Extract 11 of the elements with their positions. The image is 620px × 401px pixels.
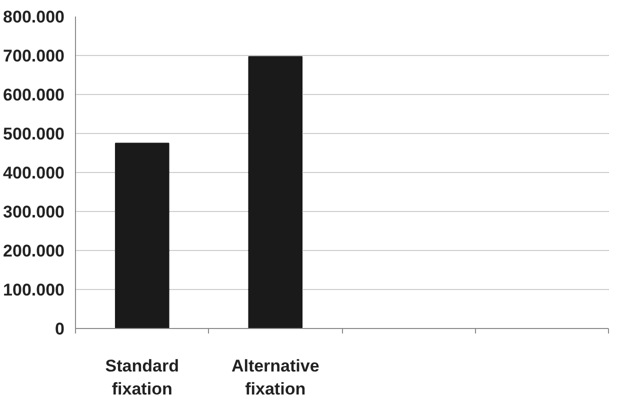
y-tick-label: 700.000 — [3, 46, 64, 66]
y-tick-label: 800.000 — [3, 8, 64, 26]
x-tick-label: Alternative fixation — [231, 356, 320, 398]
y-tick-label: 200.000 — [3, 242, 64, 260]
y-tick-label: 0 — [55, 320, 65, 338]
x-tick-label: Standard fixation — [105, 356, 179, 398]
y-tick-label: 100.000 — [3, 280, 64, 300]
y-tick-label: 600.000 — [3, 86, 64, 104]
y-tick-label: 500.000 — [3, 124, 64, 144]
y-tick-label: 300.000 — [3, 202, 64, 222]
y-tick-label: 400.000 — [3, 164, 64, 182]
